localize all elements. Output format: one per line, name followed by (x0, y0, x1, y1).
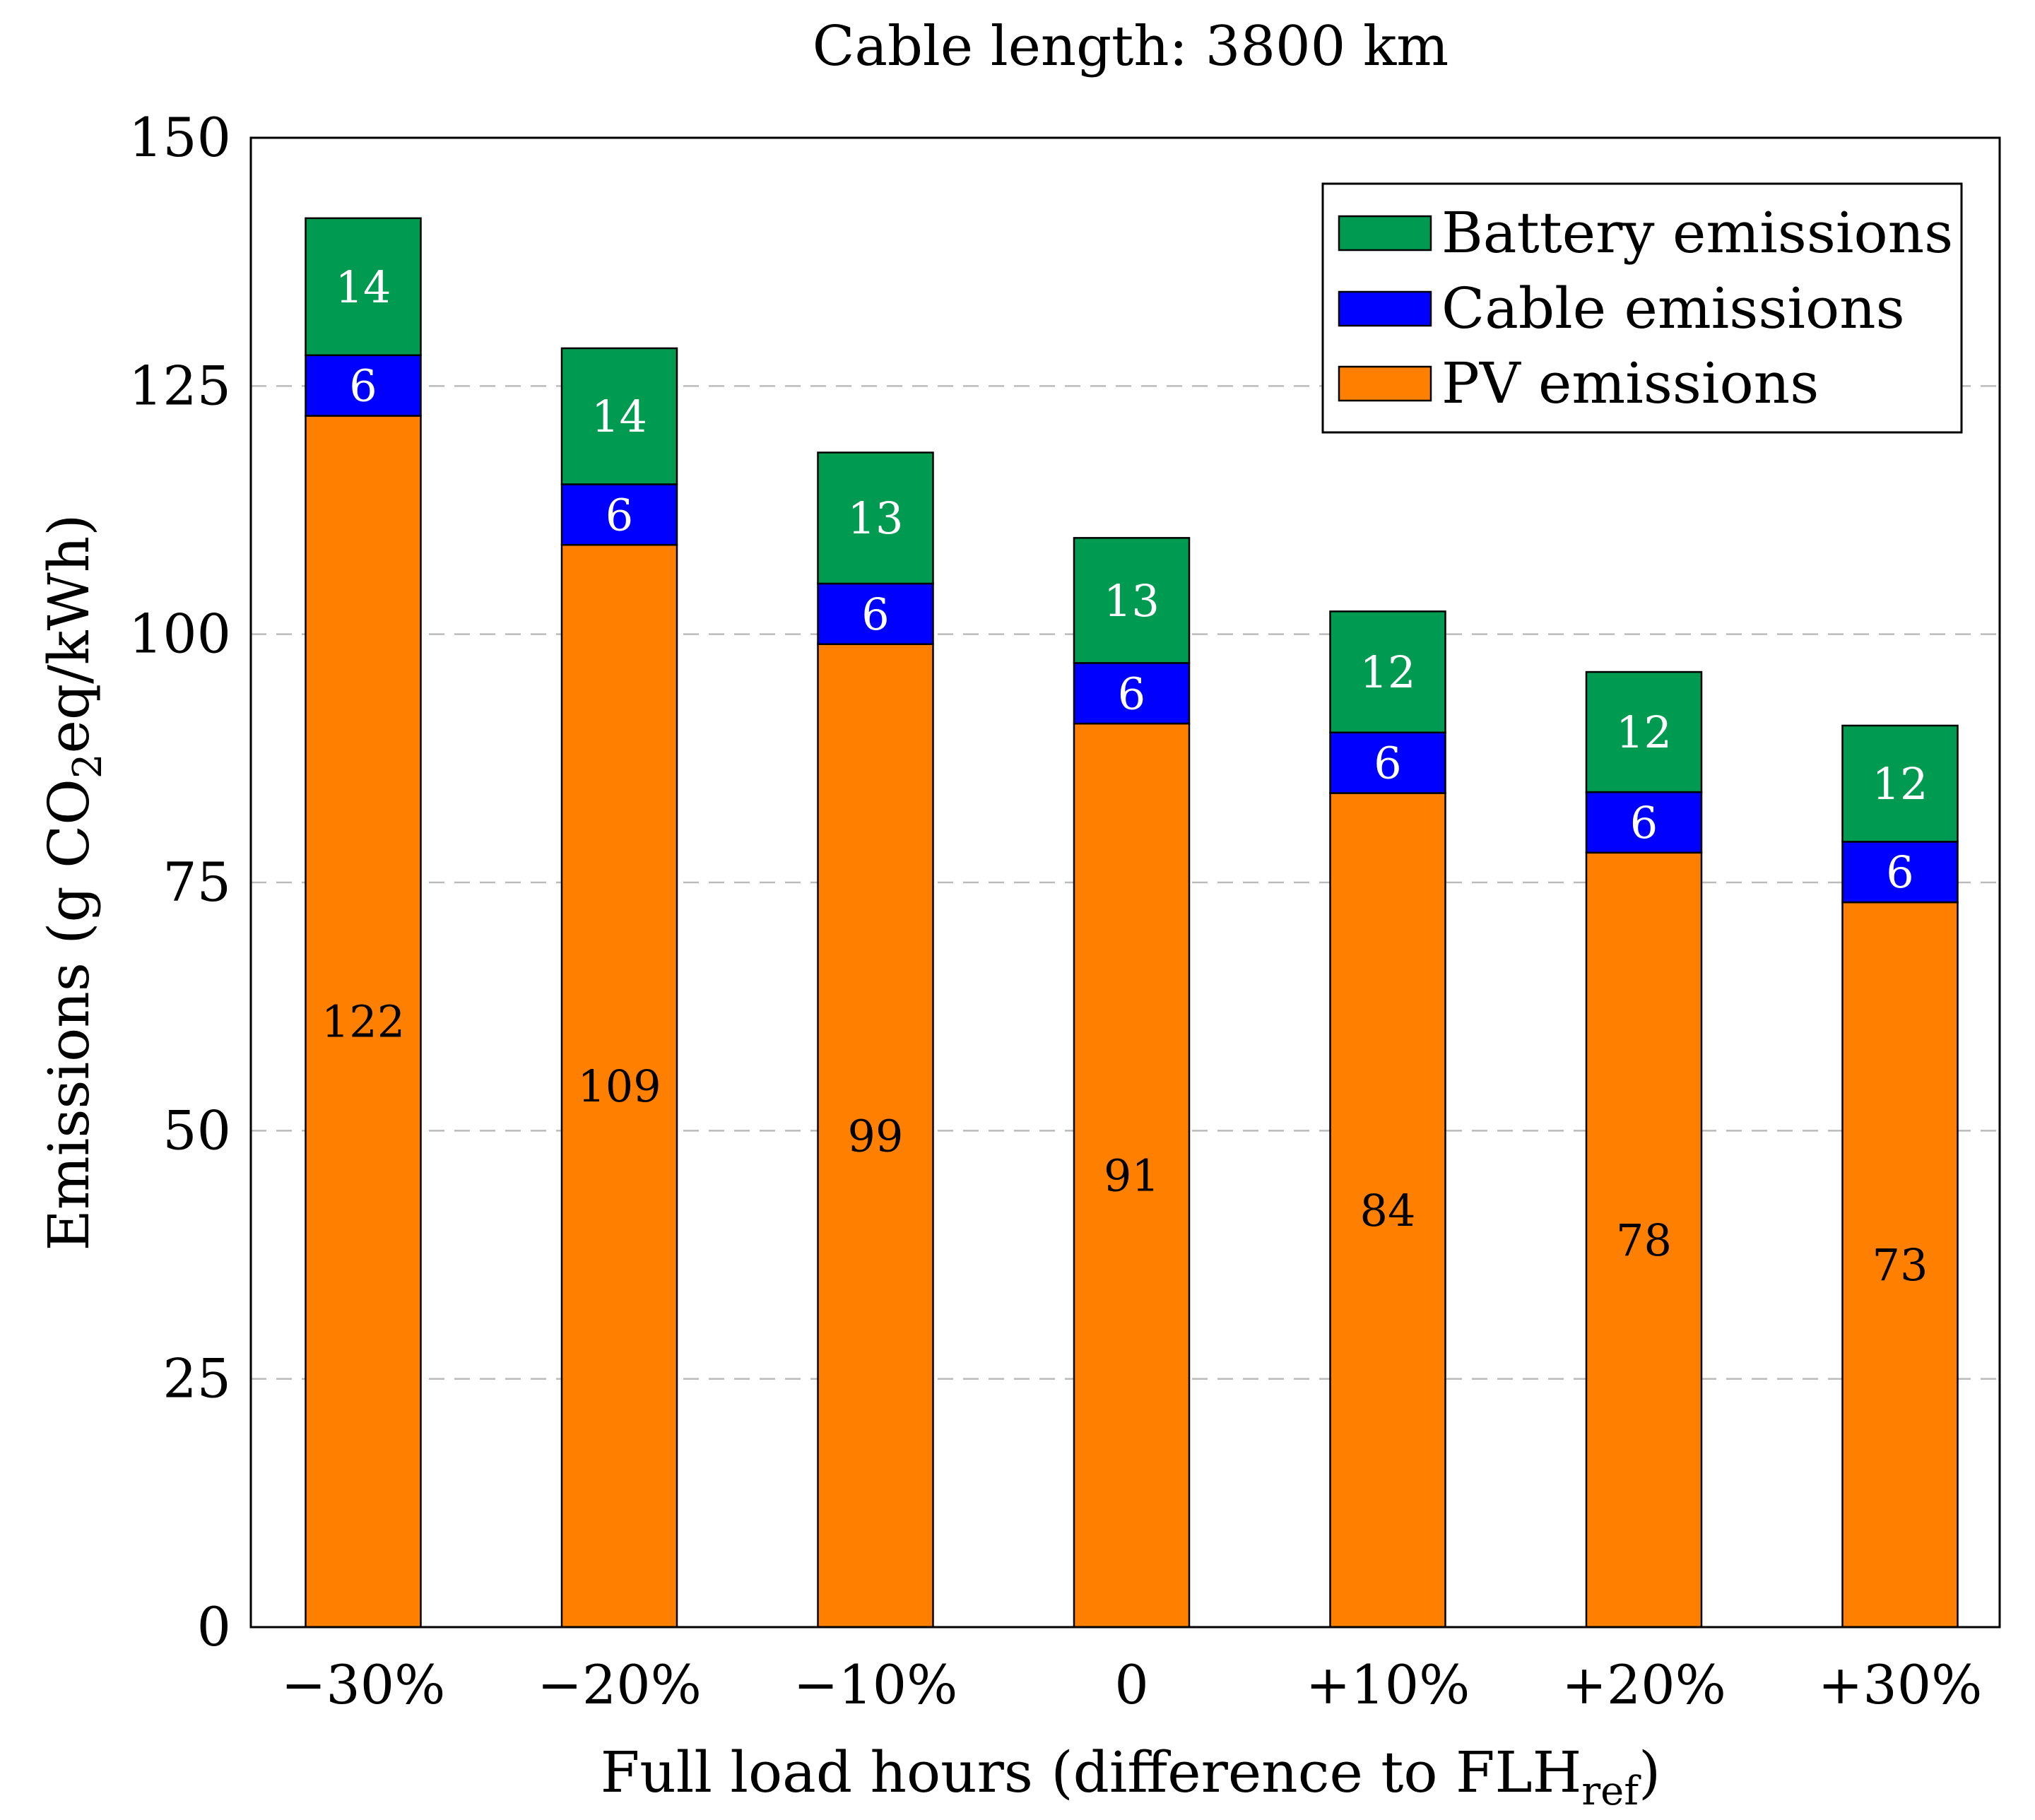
y-axis-label-sub: 2 (65, 753, 111, 779)
bar-value-label: 78 (1616, 1215, 1672, 1266)
x-tick-label: −20% (537, 1653, 702, 1716)
x-axis-label-sub: ref (1581, 1768, 1641, 1814)
bar-segment (560, 347, 678, 485)
bar-value-label: 99 (848, 1110, 904, 1162)
y-axis-label-end: eq/kWh) (36, 514, 102, 754)
bar-segment (305, 354, 422, 417)
y-tick-label: 125 (129, 354, 231, 417)
bar-value-label: 6 (1886, 846, 1913, 898)
bar-value-label: 13 (848, 492, 904, 544)
bar-value-label: 6 (349, 360, 377, 412)
bar-value-label: 14 (591, 391, 647, 442)
bar-value-label: 14 (336, 261, 391, 313)
chart-title: Cable length: 3800 km (813, 15, 1449, 78)
x-axis-label: Full load hours (difference to FLHref) (601, 1739, 1661, 1814)
bar-segment (1329, 610, 1446, 734)
bar-segment (1841, 841, 1959, 904)
bar-value-label: 6 (861, 589, 889, 640)
x-tick-label: +30% (1818, 1653, 1983, 1716)
bar-segment (305, 415, 422, 1629)
x-tick-label: 0 (1114, 1653, 1148, 1716)
bar-value-label: 109 (577, 1060, 661, 1112)
bar-value-label: 6 (1630, 797, 1658, 849)
bar-segment (305, 217, 422, 357)
x-tick-label: −10% (794, 1653, 958, 1716)
y-tick-label: 50 (163, 1099, 231, 1162)
y-tick-label: 100 (129, 603, 231, 666)
bar-segment (1073, 662, 1191, 725)
bar-value-label: 6 (606, 489, 633, 540)
bar-value-label: 6 (1374, 738, 1401, 789)
legend-swatch (1338, 215, 1432, 252)
bar-value-label: 73 (1872, 1239, 1928, 1291)
bar-value-label: 12 (1872, 758, 1928, 810)
bar-segment (1073, 722, 1191, 1629)
bar-segment (1329, 792, 1446, 1629)
bar-segment (1585, 670, 1703, 793)
y-axis-ticks: 0 25 50 75 100 125 150 (129, 106, 231, 1658)
legend-label: PV emissions (1441, 350, 1819, 416)
legend-label: Battery emissions (1441, 200, 1953, 266)
bar-value-label: 12 (1616, 707, 1672, 758)
plot-frame (249, 136, 2001, 1629)
y-tick-label: 75 (163, 851, 231, 914)
bar-value-label: 84 (1360, 1185, 1416, 1236)
bar-value-label: 12 (1360, 646, 1416, 698)
bar-segment (1073, 537, 1191, 664)
y-axis-label: Emissions (g CO2eq/kWh) (36, 514, 111, 1251)
legend-label: Cable emissions (1441, 276, 1905, 341)
legend-swatch (1338, 365, 1432, 402)
bar-value-label: 6 (1118, 668, 1145, 719)
y-tick-label: 25 (163, 1347, 231, 1410)
x-tick-label: +20% (1562, 1653, 1726, 1716)
y-tick-label: 150 (129, 106, 231, 169)
x-tick-label: −30% (281, 1653, 446, 1716)
x-tick-label: +10% (1306, 1653, 1470, 1716)
x-axis-label-end: ) (1639, 1739, 1661, 1805)
bar-segment (1585, 791, 1703, 854)
bar-segment (560, 483, 678, 546)
bar-segment (560, 543, 678, 1629)
y-tick-label: 0 (197, 1595, 231, 1658)
legend-swatch (1338, 290, 1432, 327)
x-axis-ticks: −30% −20% −10% 0 +10% +20% +30% (281, 1653, 1983, 1716)
bar-segment (817, 643, 934, 1629)
bar-value-label: 13 (1104, 575, 1160, 627)
legend: Battery emissions Cable emissions PV emiss… (1321, 182, 1963, 434)
bar-value-label: 91 (1104, 1150, 1160, 1202)
bar-segment (1329, 731, 1446, 794)
bar-value-label: 122 (322, 996, 405, 1048)
x-axis-label-main: Full load hours (difference to FLH (601, 1739, 1582, 1805)
bar-segment (1841, 724, 1959, 843)
bar-segment (817, 451, 934, 585)
y-axis-label-main: Emissions (g CO (36, 779, 102, 1251)
